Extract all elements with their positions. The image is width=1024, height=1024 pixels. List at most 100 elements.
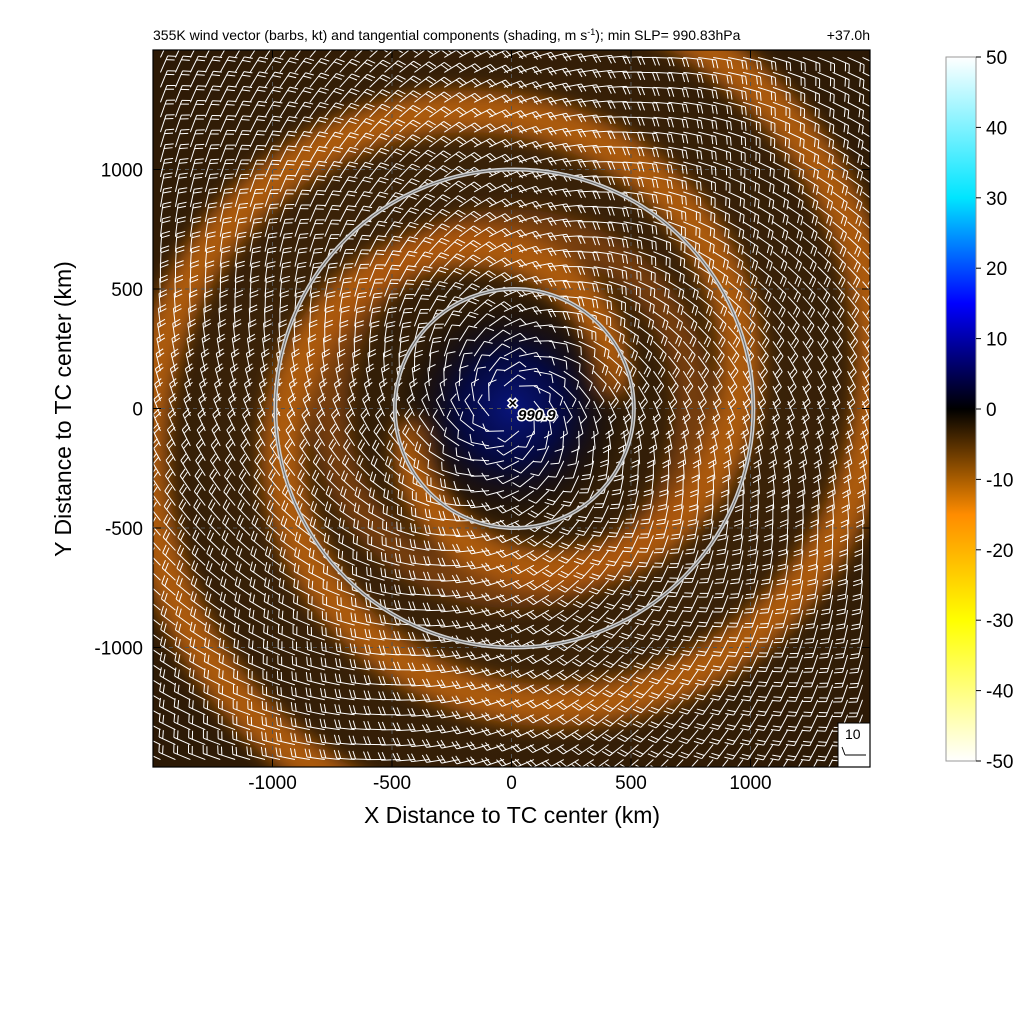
wind-barb <box>247 654 266 671</box>
barb-staff <box>188 706 206 716</box>
wind-barb <box>300 423 311 447</box>
wind-barb <box>234 576 251 596</box>
barb-feather <box>208 608 211 618</box>
barb-staff <box>205 568 221 581</box>
barb-feather <box>265 717 267 726</box>
barb-staff <box>159 159 166 178</box>
barb-staff <box>224 460 236 476</box>
wind-barb <box>209 453 221 476</box>
barb-staff <box>426 609 445 612</box>
barb-staff <box>234 86 245 103</box>
barb-feather <box>345 223 355 226</box>
barb-feather <box>226 104 235 106</box>
barb-feather <box>277 333 286 339</box>
barb-feather <box>312 518 317 528</box>
wind-barb <box>304 748 325 761</box>
barb-staff <box>189 159 196 178</box>
barb-staff <box>309 72 322 88</box>
barb-feather <box>309 323 318 328</box>
barb-feather <box>162 201 172 205</box>
wind-barb <box>279 290 290 312</box>
barb-feather <box>318 160 328 163</box>
barb-staff <box>292 710 310 716</box>
wind-barb <box>174 143 189 163</box>
barb-feather <box>310 309 319 313</box>
barb-feather <box>248 607 251 617</box>
barb-feather <box>220 576 224 585</box>
barb-feather <box>287 75 297 79</box>
barb-feather <box>250 275 260 279</box>
barb-staff <box>249 86 260 103</box>
barb-staff <box>219 204 225 222</box>
barb-feather <box>299 233 309 235</box>
wind-barb <box>242 393 252 417</box>
barb-staff <box>279 116 290 133</box>
wind-barb <box>294 145 313 163</box>
wind-barb <box>159 201 172 222</box>
barb-feather <box>262 337 271 343</box>
barb-staff <box>264 569 281 581</box>
barb-feather <box>193 499 199 508</box>
wind-barb <box>174 230 186 252</box>
barb-feather <box>336 58 345 63</box>
barb-staff <box>321 680 340 686</box>
barb-feather <box>256 104 266 107</box>
barb-staff <box>204 204 210 222</box>
wind-barb <box>190 591 206 611</box>
wind-barb <box>166 438 176 462</box>
barb-feather <box>165 453 172 461</box>
barb-feather <box>189 621 193 631</box>
barb-staff <box>322 634 340 641</box>
barb-staff <box>245 353 251 372</box>
wind-barb <box>218 637 236 656</box>
barb-feather <box>212 85 222 88</box>
barb-feather <box>165 532 171 541</box>
barb-feather <box>242 441 249 450</box>
barb-feather <box>196 59 206 62</box>
wind-barb <box>281 500 296 521</box>
wind-barb <box>207 499 221 521</box>
barb-staff <box>159 278 161 297</box>
barb-staff <box>153 572 161 581</box>
barb-staff <box>248 616 266 626</box>
barb-feather <box>243 426 250 434</box>
barb-feather <box>199 396 207 404</box>
barb-feather <box>302 426 309 435</box>
barb-feather <box>175 264 184 269</box>
barb-feather <box>176 560 181 569</box>
wind-barb <box>267 484 281 506</box>
barb-staff <box>234 631 251 641</box>
barb-staff <box>179 490 191 506</box>
barb-staff <box>294 175 303 193</box>
wind-barb <box>293 562 311 581</box>
barb-feather <box>331 426 338 435</box>
barb-staff <box>294 555 311 566</box>
wind-barb <box>249 71 268 88</box>
wind-barb <box>232 684 251 701</box>
wind-barb <box>250 530 266 551</box>
barb-feather <box>309 672 312 682</box>
barb-feather <box>332 135 342 139</box>
wind-barb <box>324 219 341 237</box>
barb-staff <box>172 323 176 342</box>
barb-feather <box>158 713 161 722</box>
barb-feather <box>208 593 212 603</box>
barb-staff <box>218 661 236 671</box>
barb-staff <box>279 131 289 148</box>
barb-staff <box>174 70 184 88</box>
wind-barb <box>174 158 189 178</box>
barb-staff <box>277 663 296 671</box>
barb-feather <box>194 532 200 541</box>
barb-staff <box>264 71 276 88</box>
barb-feather <box>302 90 312 94</box>
barb-staff <box>234 145 243 163</box>
wind-barb <box>153 694 161 701</box>
barb-staff <box>486 430 505 432</box>
barb-feather <box>162 684 165 694</box>
barb-staff <box>324 205 333 222</box>
wind-barb <box>309 116 329 133</box>
barb-staff <box>322 649 340 656</box>
barb-feather <box>192 685 195 694</box>
barb-feather <box>344 263 354 265</box>
barb-staff <box>203 753 221 761</box>
